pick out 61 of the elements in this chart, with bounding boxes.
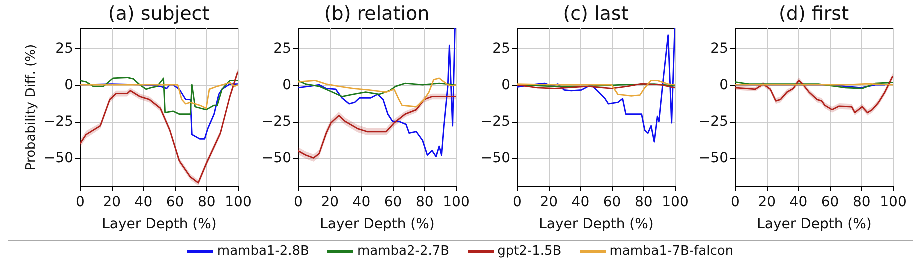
line-series xyxy=(298,78,456,108)
line-series xyxy=(517,28,675,143)
line-series xyxy=(298,80,456,98)
x-tick-label: 0 xyxy=(294,194,303,210)
y-tick-label: −50 xyxy=(480,150,510,167)
x-tick-label: 0 xyxy=(76,194,85,210)
x-tick-label: 60 xyxy=(821,194,840,210)
x-tick-label: 80 xyxy=(198,194,216,210)
line-series xyxy=(735,81,893,90)
y-tick-label: −25 xyxy=(698,114,728,130)
y-tick-label: −50 xyxy=(44,150,74,167)
chart-title: (a) subject xyxy=(108,3,210,25)
x-tick-label: 40 xyxy=(352,194,371,210)
y-tick-label: 0 xyxy=(282,78,292,94)
line-series xyxy=(298,28,456,158)
legend-label: mamba1-2.8B xyxy=(217,244,310,259)
x-tick-label: 20 xyxy=(103,194,122,210)
x-tick-label: 100 xyxy=(225,194,252,210)
x-tick-label: 80 xyxy=(634,194,653,210)
chart-title: (c) last xyxy=(563,3,629,25)
y-tick-label: −25 xyxy=(262,114,292,130)
x-tick-label: 20 xyxy=(321,194,340,210)
y-tick-label: 0 xyxy=(720,78,728,94)
x-tick-label: 20 xyxy=(758,194,776,210)
x-tick-label: 100 xyxy=(880,194,907,210)
x-axis-title: Layer Depth (%) xyxy=(757,216,872,232)
x-tick-label: 40 xyxy=(572,194,590,210)
y-tick-label: −25 xyxy=(44,114,74,130)
x-tick-label: 40 xyxy=(134,194,153,210)
legend-label: mamba2-2.7B xyxy=(357,244,450,259)
y-tick-label: 25 xyxy=(274,40,292,57)
x-tick-label: 20 xyxy=(540,194,558,210)
y-tick-label: 0 xyxy=(502,78,510,94)
y-tick-label: 0 xyxy=(64,78,74,94)
x-axis-title: Layer Depth (%) xyxy=(102,216,217,232)
y-axis-title: Probability Diff. (%) xyxy=(24,44,39,171)
chart-title: (d) first xyxy=(778,3,850,25)
x-tick-label: 0 xyxy=(731,194,740,210)
y-tick-label: −50 xyxy=(262,150,292,167)
line-series xyxy=(80,82,238,110)
x-tick-label: 0 xyxy=(513,194,522,210)
line-series xyxy=(80,77,238,116)
legend-label: mamba1-7B-falcon xyxy=(610,244,734,259)
x-tick-label: 60 xyxy=(384,194,402,210)
x-axis-title: Layer Depth (%) xyxy=(539,216,654,232)
x-tick-label: 80 xyxy=(416,194,434,210)
x-tick-label: 60 xyxy=(166,194,184,210)
y-tick-label: 25 xyxy=(710,40,728,57)
legend-label: gpt2-1.5B xyxy=(498,244,562,259)
y-tick-label: −25 xyxy=(480,114,510,130)
x-tick-label: 60 xyxy=(603,194,622,210)
chart-title: (b) relation xyxy=(324,3,430,25)
x-tick-label: 100 xyxy=(662,194,689,210)
x-axis-title: Layer Depth (%) xyxy=(320,216,435,232)
line-series xyxy=(517,80,675,97)
x-tick-label: 100 xyxy=(443,194,470,210)
y-tick-label: −50 xyxy=(698,150,728,167)
y-tick-label: 25 xyxy=(56,40,74,57)
y-tick-label: 25 xyxy=(492,40,510,57)
x-tick-label: 40 xyxy=(790,194,808,210)
x-tick-label: 80 xyxy=(852,194,871,210)
